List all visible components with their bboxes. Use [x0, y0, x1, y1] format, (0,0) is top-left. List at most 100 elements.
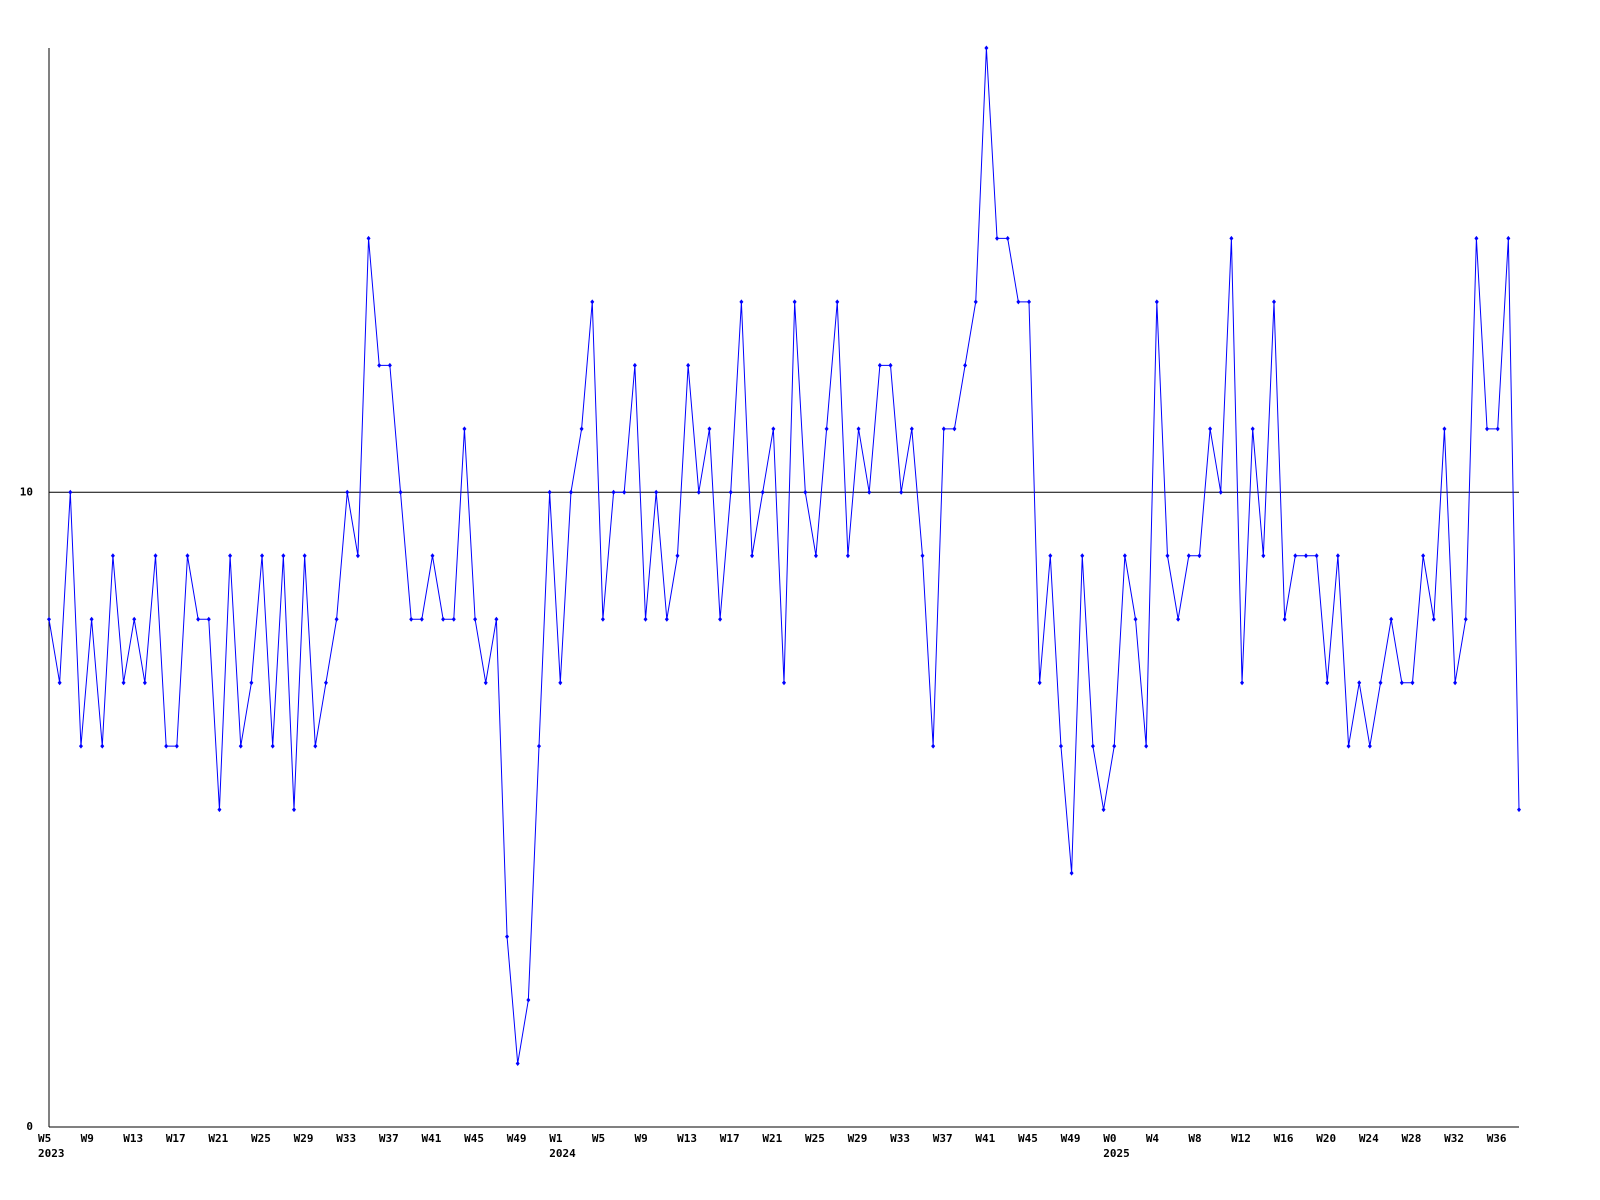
data-point: [174, 743, 179, 749]
x-tick-label: W0: [1103, 1132, 1116, 1145]
data-point: [505, 934, 510, 940]
data-point: [1176, 616, 1181, 622]
data-point: [1506, 235, 1511, 241]
data-point: [121, 680, 126, 686]
data-point: [196, 616, 201, 622]
data-point: [1495, 426, 1500, 432]
data-point: [1378, 680, 1383, 686]
x-tick-label: W49: [1061, 1132, 1081, 1145]
data-point: [1165, 553, 1170, 559]
data-point: [611, 489, 616, 495]
data-point: [686, 362, 691, 368]
data-point: [473, 616, 478, 622]
data-point: [1112, 743, 1117, 749]
x-tick-label: W41: [975, 1132, 995, 1145]
data-point: [664, 616, 669, 622]
data-point: [813, 553, 818, 559]
data-point: [973, 299, 978, 305]
data-point: [1080, 553, 1085, 559]
data-point: [419, 616, 424, 622]
data-point: [1517, 807, 1521, 813]
data-point: [228, 553, 233, 559]
data-point: [547, 489, 552, 495]
data-point: [323, 680, 328, 686]
data-point: [1261, 553, 1266, 559]
x-year-label: 2025: [1103, 1147, 1130, 1160]
data-point: [1208, 426, 1213, 432]
data-point: [920, 553, 925, 559]
data-point: [1272, 299, 1276, 305]
data-point: [270, 743, 275, 749]
data-point: [1197, 553, 1202, 559]
data-point: [1027, 299, 1031, 305]
data-point: [856, 426, 861, 432]
data-point: [1346, 743, 1351, 749]
x-tick-label: W41: [421, 1132, 441, 1145]
x-tick-label: W37: [379, 1132, 399, 1145]
data-point: [1399, 680, 1404, 686]
x-tick-label: W17: [720, 1132, 740, 1145]
x-tick-label: W36: [1487, 1132, 1507, 1145]
data-point: [590, 299, 595, 305]
x-tick-label: W13: [123, 1132, 143, 1145]
data-point: [302, 553, 307, 559]
data-point: [984, 45, 989, 51]
data-point: [430, 553, 435, 559]
x-tick-label: W29: [848, 1132, 868, 1145]
data-point: [696, 489, 701, 495]
data-point: [558, 680, 563, 686]
data-point: [483, 680, 488, 686]
data-point: [334, 616, 339, 622]
data-point: [1357, 680, 1362, 686]
data-point: [537, 743, 541, 749]
data-point: [409, 616, 414, 622]
data-point: [952, 426, 957, 432]
data-point: [568, 489, 573, 495]
data-point: [1101, 807, 1106, 813]
data-point: [600, 616, 605, 622]
data-point: [217, 807, 222, 813]
x-tick-label: W5: [592, 1132, 605, 1145]
data-point: [632, 362, 637, 368]
data-point: [718, 616, 723, 622]
data-point: [1048, 553, 1053, 559]
x-tick-label: W45: [1018, 1132, 1038, 1145]
data-point: [707, 426, 712, 432]
data-point: [845, 553, 850, 559]
y-tick-label: 0: [26, 1120, 33, 1133]
data-point: [345, 489, 350, 495]
data-point: [739, 299, 744, 305]
data-point: [47, 616, 51, 622]
x-tick-label: W28: [1401, 1132, 1421, 1145]
data-point: [824, 426, 829, 432]
data-point: [100, 743, 105, 749]
x-tick-label: W21: [762, 1132, 782, 1145]
data-point: [281, 553, 286, 559]
data-point: [899, 489, 904, 495]
data-point: [398, 489, 403, 495]
data-point: [249, 680, 254, 686]
data-point: [622, 489, 627, 495]
data-point: [1303, 553, 1308, 559]
data-point: [1389, 616, 1394, 622]
x-tick-label: W33: [336, 1132, 356, 1145]
data-point: [238, 743, 243, 749]
data-point: [909, 426, 914, 432]
data-point: [526, 997, 531, 1003]
data-point: [1474, 235, 1479, 241]
data-point: [89, 616, 94, 622]
data-point: [1037, 680, 1042, 686]
data-point: [771, 426, 776, 432]
data-point: [760, 489, 765, 495]
data-point: [78, 743, 83, 749]
x-tick-label: W17: [166, 1132, 186, 1145]
data-point: [1335, 553, 1340, 559]
data-point: [1293, 553, 1298, 559]
data-point: [1485, 426, 1490, 432]
x-year-label: 2023: [38, 1147, 65, 1160]
x-tick-label: W45: [464, 1132, 484, 1145]
data-point: [1442, 426, 1447, 432]
x-tick-label: W9: [635, 1132, 648, 1145]
x-tick-label: W21: [208, 1132, 228, 1145]
